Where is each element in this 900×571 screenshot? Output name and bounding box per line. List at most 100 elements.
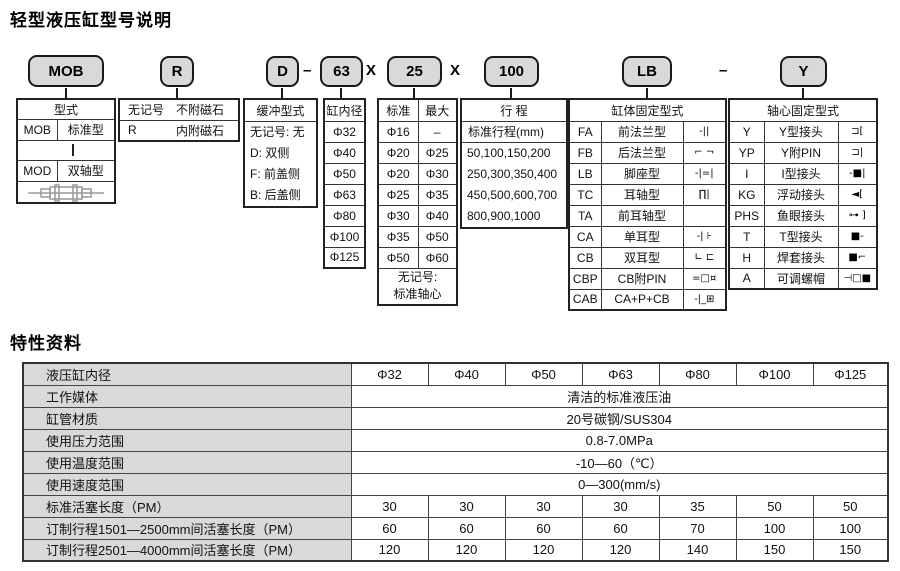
rod-max-header: 最大 <box>417 98 458 122</box>
rod-end-code: T <box>728 225 765 248</box>
table-row: 订制行程1501—2500mm间活塞长度（PM） 60 60 60 60 70 … <box>22 516 889 540</box>
rod-end-name: 鱼眼接头 <box>763 204 839 227</box>
spec-bore-value: Φ125 <box>812 362 889 386</box>
spec-cell-value: 60 <box>581 516 660 540</box>
stroke-values-line: 50,100,150,200 <box>467 145 551 160</box>
model-separator-x2: X <box>450 62 461 79</box>
model-box-series: MOB <box>28 55 104 87</box>
mount-name: 后法兰型 <box>600 141 684 164</box>
spec-merged-value: 0.8-7.0MPa <box>350 428 889 452</box>
connector-line-cushion <box>281 88 283 98</box>
magnet-table: 无记号 不附磁石 R 内附磁石 <box>118 98 240 142</box>
t-joint-icon: ■- <box>837 225 878 248</box>
spec-merged-value: 清洁的标准液压油 <box>350 384 889 408</box>
stroke-table: 行 程 标准行程(mm) 50,100,150,200 250,300,350,… <box>460 98 568 229</box>
mount-name: 单耳型 <box>600 225 684 248</box>
connector-line-magnet <box>176 88 178 98</box>
stroke-values-line: 800,900,1000 <box>467 208 541 223</box>
rod-end-name: T型接头 <box>763 225 839 248</box>
bore-value: Φ40 <box>323 141 366 164</box>
rod-end-name: Y附PIN <box>763 141 839 164</box>
model-box-magnet: R <box>160 56 194 87</box>
table-row: 工作媒体 清洁的标准液压油 <box>22 384 889 408</box>
table-row: 使用速度范围 0—300(mm/s) <box>22 472 889 496</box>
connector-line-rod-end <box>802 88 804 98</box>
type-table-header: 型式 <box>16 98 116 120</box>
rod-end-table-header: 轴心固定型式 <box>728 98 878 122</box>
spec-row-label: 工作媒体 <box>22 384 352 408</box>
rod-end-name: 浮动接头 <box>763 183 839 206</box>
type-table: 型式 MOB 标准型 MOD 双轴型 <box>16 98 116 204</box>
spec-cell-value: 100 <box>735 516 814 540</box>
mount-code: LB <box>568 162 602 185</box>
model-box-bore: 63 <box>320 56 363 87</box>
spec-bore-value: Φ63 <box>581 362 660 386</box>
mount-name: 耳轴型 <box>600 183 684 206</box>
spec-row-label: 使用温度范围 <box>22 450 352 474</box>
bore-table-header: 缸内径 <box>323 98 366 122</box>
model-separator-x1: X <box>366 62 377 79</box>
type-name: 双轴型 <box>56 159 116 182</box>
mount-code: CB <box>568 246 602 269</box>
mount-name: CA+P+CB <box>600 288 684 311</box>
table-row: 订制行程2501—4000mm间活塞长度（PM） 120 120 120 120… <box>22 538 889 562</box>
rear-flange-icon: ⌐ ¬ <box>682 141 727 164</box>
spec-cell-value: 60 <box>504 516 583 540</box>
cb-pin-icon: =□¤ <box>682 267 727 290</box>
connector-line-stroke <box>510 88 512 98</box>
model-separator-dash2: – <box>719 62 728 79</box>
trunnion-icon: ∏| <box>682 183 727 206</box>
spec-row-label: 订制行程1501—2500mm间活塞长度（PM） <box>22 516 352 540</box>
spec-merged-value: 20号碳钢/SUS304 <box>350 406 889 430</box>
rod-max: Φ30 <box>417 162 458 185</box>
rod-std: Φ20 <box>377 162 419 185</box>
mount-table: 缸体固定型式 FA 前法兰型 -|| FB 后法兰型 ⌐ ¬ LB 脚座型 -|=| TC 耳… <box>568 98 727 311</box>
type-code: MOD <box>16 159 58 182</box>
table-row: 使用温度范围 -10—60（℃） <box>22 450 889 474</box>
rod-std-header: 标准 <box>377 98 419 122</box>
type-code: MOB <box>16 118 58 141</box>
double-clevis-icon: ∟ ⊏ <box>682 246 727 269</box>
type-table-spacer-row <box>16 139 116 161</box>
spec-merged-value: 0—300(mm/s) <box>350 472 889 496</box>
spec-cell-value: 150 <box>812 538 889 562</box>
ca-p-cb-icon: -|_⊞ <box>682 288 727 311</box>
rod-end-code: I <box>728 162 765 185</box>
model-box-rod: 25 <box>387 56 442 87</box>
rod-std: Φ25 <box>377 183 419 206</box>
rod-max: Φ25 <box>417 141 458 164</box>
table-row: 缸管材质 20号碳钢/SUS304 <box>22 406 889 430</box>
rod-end-name: I型接头 <box>763 162 839 185</box>
mount-code: CA <box>568 225 602 248</box>
magnet-code: 无记号 <box>119 98 176 121</box>
spec-row-label: 缸管材质 <box>22 406 352 430</box>
spec-cell-value: 120 <box>350 538 429 562</box>
rod-table-footer: 无记号: 标准轴心 <box>377 267 458 306</box>
spec-table: 液压缸内径 Φ32 Φ40 Φ50 Φ63 Φ80 Φ100 Φ125 工作媒体… <box>22 362 889 562</box>
bore-value: Φ32 <box>323 120 366 143</box>
mount-name: 脚座型 <box>600 162 684 185</box>
foot-mount-icon: -|=| <box>682 162 727 185</box>
y-pin-joint-icon: ⊐| <box>837 141 878 164</box>
rod-std: Φ35 <box>377 225 419 248</box>
rod-end-code: A <box>728 267 765 290</box>
rod-max: Φ50 <box>417 225 458 248</box>
spec-row-label: 订制行程2501—4000mm间活塞长度（PM） <box>22 538 352 562</box>
spec-cell-value: 30 <box>504 494 583 518</box>
type-table-drawing-row <box>16 180 116 204</box>
cushion-table: 缓冲型式 无记号: 无 D: 双侧 F: 前盖侧 B: 后盖侧 <box>243 98 318 208</box>
rod-std: Φ20 <box>377 141 419 164</box>
model-box-cushion: D <box>266 56 299 87</box>
floating-joint-icon: ◄[ <box>837 183 878 206</box>
spec-cell-value: 60 <box>427 516 506 540</box>
table-row: 使用压力范围 0.8-7.0MPa <box>22 428 889 452</box>
rod-max: – <box>417 120 458 143</box>
spec-merged-value: -10—60（℃） <box>350 450 889 474</box>
mount-code: TC <box>568 183 602 206</box>
spec-cell-value: 50 <box>735 494 814 518</box>
stroke-values-cell: 50,100,150,200 250,300,350,400 450,500,6… <box>460 141 568 228</box>
mount-name: 前法兰型 <box>600 120 684 143</box>
spec-row-label: 使用压力范围 <box>22 428 352 452</box>
spec-cell-value: 30 <box>581 494 660 518</box>
